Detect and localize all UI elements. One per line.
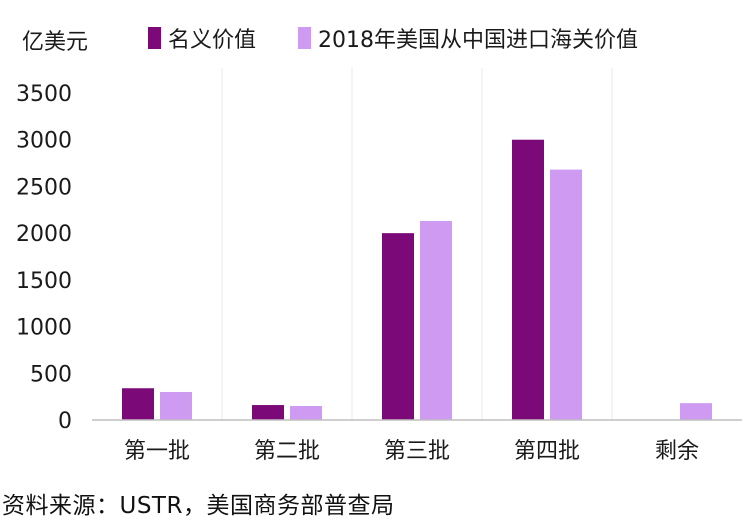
y-tick-label: 3000 bbox=[16, 129, 72, 154]
x-tick-label: 剩余 bbox=[655, 439, 699, 464]
bar-nominal bbox=[512, 139, 544, 420]
bar-nominal bbox=[252, 405, 284, 420]
y-tick-label: 2500 bbox=[16, 175, 72, 200]
y-tick-label: 1500 bbox=[16, 269, 72, 294]
bar-chart: 0 500 1000 1500 2000 2500 3000 3500 第一批 第二批 第三批 第四批… bbox=[16, 68, 742, 464]
bar-nominal bbox=[382, 233, 414, 420]
legend-label-nominal: 名义价值 bbox=[168, 28, 257, 53]
source-note: 资料来源：USTR，美国商务部普查局 bbox=[2, 493, 395, 519]
x-tick-label: 第四批 bbox=[514, 439, 580, 464]
y-tick-label: 500 bbox=[30, 362, 72, 387]
legend-label-customs: 2018年美国从中国进口海关价值 bbox=[318, 28, 638, 53]
bar-customs bbox=[550, 169, 582, 420]
y-tick-label: 3500 bbox=[16, 82, 72, 107]
bar-customs bbox=[680, 403, 712, 420]
y-axis-unit-label: 亿美元 bbox=[22, 30, 89, 55]
bar-nominal bbox=[122, 388, 154, 420]
y-tick-label: 2000 bbox=[16, 222, 72, 247]
bar-customs bbox=[420, 220, 452, 420]
x-tick-label: 第一批 bbox=[124, 439, 190, 464]
legend-item-customs: 2018年美国从中国进口海关价值 bbox=[298, 22, 638, 54]
x-tick-label: 第二批 bbox=[254, 439, 320, 464]
legend-item-nominal: 名义价值 bbox=[148, 22, 256, 54]
x-tick-label: 第三批 bbox=[384, 439, 450, 464]
bar-customs bbox=[290, 405, 322, 420]
legend-swatch-customs bbox=[298, 27, 311, 49]
y-tick-label: 1000 bbox=[16, 316, 72, 341]
legend-swatch-nominal bbox=[148, 27, 161, 49]
bar-customs bbox=[160, 391, 192, 420]
y-tick-label: 0 bbox=[58, 409, 72, 434]
